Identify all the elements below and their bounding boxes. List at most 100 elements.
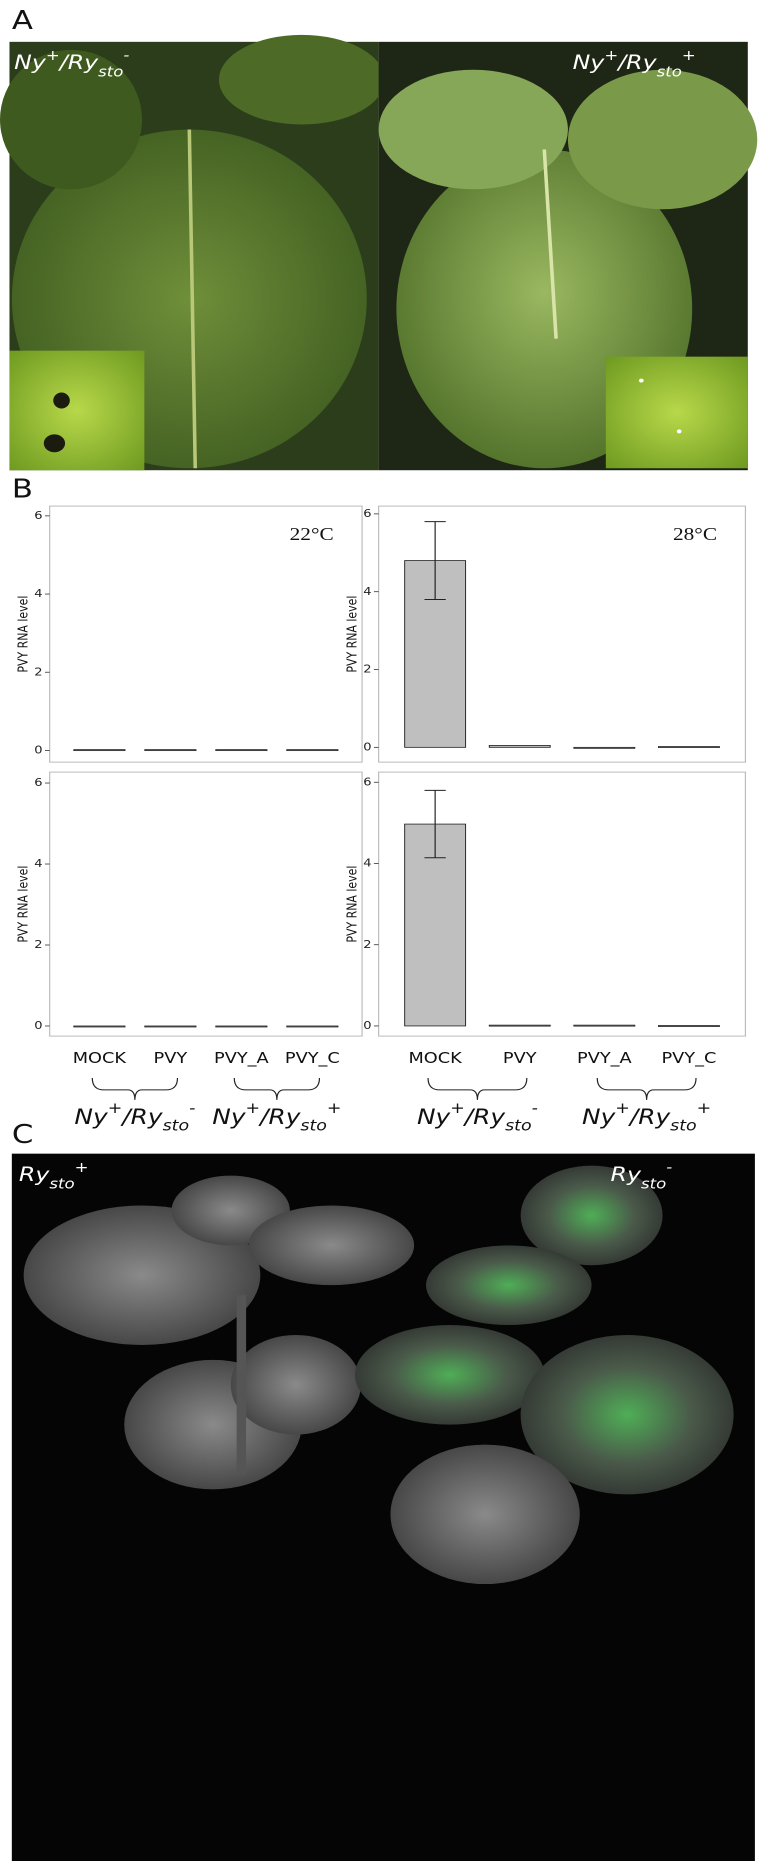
x-tick-label: PVY: [154, 1049, 189, 1066]
panel-label: A: [12, 6, 34, 36]
photo-label-part: sto: [49, 1175, 74, 1191]
genotype-label-part: Ny: [417, 1105, 451, 1129]
y-tick-label: 2: [34, 665, 42, 678]
genotype-label: Ny+/Rysto-: [74, 1100, 195, 1135]
y-axis-label: PVY RNA level: [344, 596, 359, 673]
y-tick-label: 4: [363, 585, 371, 598]
genotype-label: Ny+/Rysto+: [582, 1100, 711, 1135]
genotype-label-part: +: [246, 1100, 261, 1117]
photo-label-part: +: [604, 47, 618, 63]
genotype-label-part: sto: [670, 1117, 697, 1134]
x-tick-label: PVY_A: [577, 1049, 633, 1067]
y-tick-label: 0: [34, 744, 42, 757]
genotype-label-part: +: [108, 1100, 123, 1117]
genotype-label-part: sto: [300, 1117, 327, 1134]
y-tick-label: 2: [34, 938, 42, 951]
x-tick-label: MOCK: [73, 1049, 128, 1066]
bar: [658, 746, 720, 748]
bar: [73, 1025, 126, 1028]
photo-label-part: +: [682, 47, 696, 63]
y-tick-label: 0: [363, 741, 371, 754]
bar: [215, 1025, 268, 1028]
temperature: 28°C: [673, 525, 717, 545]
photo-label-part: Ny: [573, 52, 606, 75]
y-tick-label: 6: [363, 507, 371, 520]
bar: [658, 1025, 720, 1027]
bar: [573, 746, 636, 749]
plot-frame: [49, 771, 363, 1037]
panel-label: C: [12, 1119, 33, 1149]
y-axis-label: PVY RNA level: [344, 866, 359, 943]
photo-label: Rysto-: [611, 1159, 673, 1192]
photo-label-part: +: [75, 1159, 89, 1175]
bar: [488, 1024, 551, 1027]
genotype-label-part: Ny: [74, 1105, 108, 1129]
photo-label-part: /Ry: [58, 52, 100, 75]
bar: [573, 1024, 636, 1027]
genotype-label-part: +: [697, 1100, 712, 1117]
x-tick-label: MOCK: [408, 1049, 463, 1066]
genotype-label-part: -: [189, 1100, 195, 1117]
photo-c: [11, 1153, 755, 1861]
genotype-label-part: /Ry: [628, 1105, 671, 1129]
photo-label-part: Ry: [19, 1164, 51, 1187]
y-tick-label: 6: [363, 775, 371, 788]
y-tick-label: 2: [363, 663, 371, 676]
genotype-label-part: sto: [505, 1117, 532, 1134]
brace: [233, 1077, 321, 1100]
plot-frame: [378, 505, 747, 763]
x-tick-label: PVY_C: [285, 1049, 340, 1067]
x-tick-label: PVY_A: [214, 1049, 270, 1067]
y-tick-label: 0: [34, 1019, 42, 1032]
photo-label-part: -: [123, 47, 129, 63]
genotype-label-part: +: [615, 1100, 630, 1117]
photo-label-part: Ny: [14, 52, 47, 75]
y-tick-label: 4: [34, 587, 42, 600]
genotype-label-part: /Ry: [258, 1105, 301, 1129]
y-tick-label: 2: [363, 938, 371, 951]
panel-label: B: [12, 474, 33, 504]
genotype-label: Ny+/Rysto-: [417, 1100, 538, 1135]
photo-label-part: sto: [98, 63, 123, 79]
genotype-label-part: /Ry: [120, 1105, 163, 1129]
bar: [144, 749, 197, 752]
brace: [91, 1077, 179, 1100]
photo-label: Ny+/Rysto+: [573, 47, 696, 80]
photo-label-part: Ry: [611, 1164, 643, 1187]
genotype-label-part: sto: [163, 1117, 190, 1134]
photo-label: Rysto+: [19, 1159, 89, 1192]
photo-label: Ny+/Rysto-: [14, 47, 129, 80]
genotype-label-part: Ny: [582, 1105, 616, 1129]
y-axis-label: PVY RNA level: [16, 866, 31, 943]
y-tick-label: 6: [34, 776, 42, 789]
temperature: 22°C: [290, 525, 334, 545]
y-axis-label: PVY RNA level: [16, 596, 31, 673]
plot-frame: [49, 505, 363, 763]
bar: [215, 749, 268, 752]
bar: [286, 1025, 339, 1028]
y-tick-label: 4: [34, 857, 42, 870]
genotype-label: Ny+/Rysto+: [212, 1100, 341, 1135]
photo-label-part: sto: [657, 63, 682, 79]
bar: [286, 749, 339, 752]
photo-a: [0, 34, 758, 471]
bar: [144, 1025, 197, 1028]
x-tick-label: PVY_C: [661, 1049, 716, 1067]
genotype-label-part: -: [532, 1100, 538, 1117]
y-tick-label: 0: [363, 1019, 371, 1032]
x-tick-label: PVY: [503, 1049, 538, 1066]
brace: [427, 1077, 528, 1100]
y-tick-label: 6: [34, 509, 42, 522]
bar: [73, 749, 126, 752]
genotype-label-part: +: [327, 1100, 342, 1117]
genotype-label-part: +: [450, 1100, 465, 1117]
photo-label-part: sto: [641, 1175, 666, 1191]
brace: [596, 1077, 697, 1100]
plot-frame: [378, 771, 747, 1037]
bar: [488, 745, 551, 748]
genotype-label-part: Ny: [212, 1105, 246, 1129]
genotype-label-part: /Ry: [463, 1105, 506, 1129]
photo-label-part: /Ry: [616, 52, 658, 75]
photo-label-part: -: [666, 1159, 672, 1175]
